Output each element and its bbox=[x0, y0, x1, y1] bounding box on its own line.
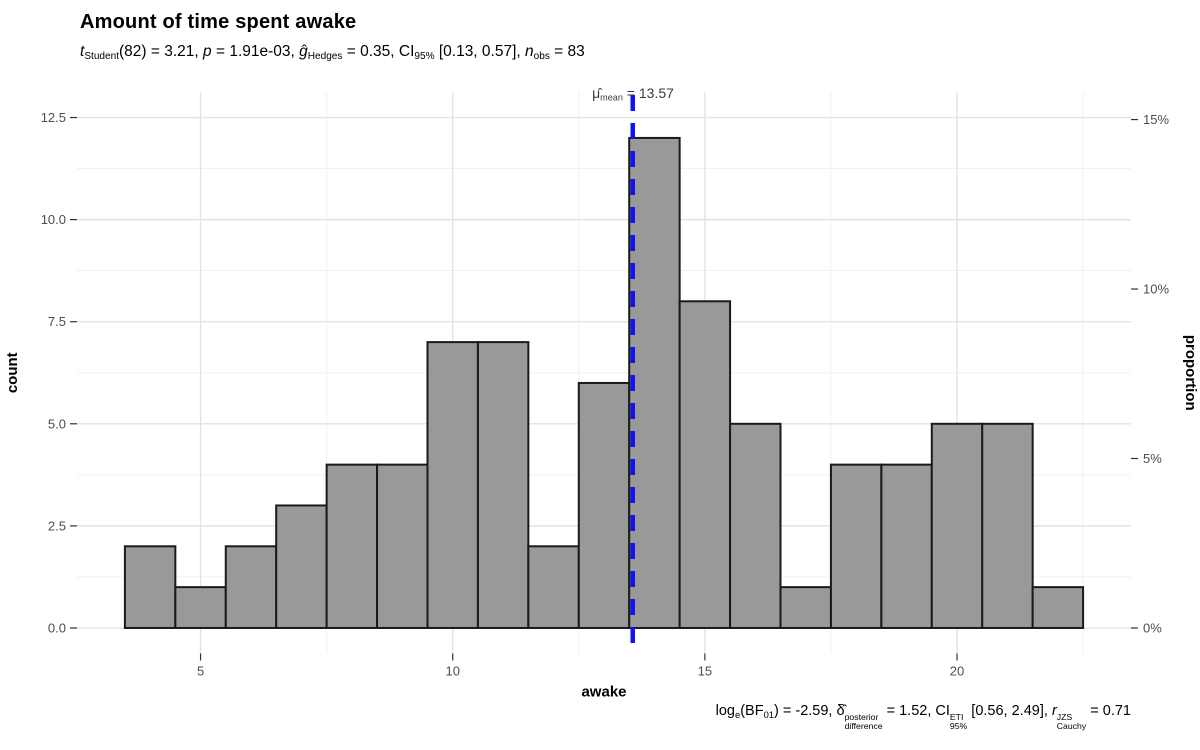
sup-sub-stack: ETI 95% bbox=[949, 711, 968, 731]
histogram-bar bbox=[1031, 586, 1085, 629]
histogram-bar bbox=[880, 463, 933, 629]
y-right-axis-title: proportion bbox=[1182, 335, 1199, 411]
histogram-bar bbox=[426, 341, 479, 629]
x-tick-label: 10 bbox=[445, 664, 459, 679]
y-right-tick-label: 15% bbox=[1143, 112, 1169, 127]
histogram-bar bbox=[981, 422, 1034, 629]
y-left-tick-label: 10.0 bbox=[41, 212, 66, 227]
histogram-bar bbox=[678, 300, 732, 629]
x-tick-label: 15 bbox=[698, 664, 712, 679]
histogram-bar bbox=[275, 504, 328, 629]
y-left-tick-label: 0.0 bbox=[48, 620, 66, 635]
y-left-tick-label: 7.5 bbox=[48, 314, 66, 329]
sup-sub-stack: JZS Cauchy bbox=[1056, 711, 1087, 731]
histogram-bar bbox=[779, 586, 832, 629]
mean-line-label: μ̂mean = 13.57 bbox=[592, 85, 674, 103]
y-left-tick-label: 5.0 bbox=[48, 416, 66, 431]
histogram-bar bbox=[527, 545, 580, 629]
histogram-bar bbox=[123, 545, 177, 629]
histogram-bar bbox=[628, 136, 681, 629]
histogram-bar bbox=[829, 463, 883, 629]
y-left-axis-title: count bbox=[4, 352, 21, 393]
y-left-tick-label: 12.5 bbox=[41, 110, 66, 125]
sup-sub-stack: posterior difference bbox=[844, 711, 883, 731]
histogram-bar bbox=[174, 586, 227, 629]
bayes-caption: loge(BF01) = -2.59, δ̂ posterior differenc… bbox=[715, 703, 1131, 731]
histogram-bar bbox=[224, 545, 278, 629]
y-right-tick-label: 0% bbox=[1143, 620, 1162, 635]
x-axis-title: awake bbox=[581, 684, 626, 701]
x-tick-label: 20 bbox=[950, 664, 964, 679]
y-left-tick-label: 2.5 bbox=[48, 518, 66, 533]
page-title: Amount of time spent awake bbox=[80, 11, 357, 33]
y-right-tick-label: 10% bbox=[1143, 282, 1169, 297]
stats-subtitle: tStudent(82) = 3.21, p = 1.91e-03, ĝHedg… bbox=[80, 43, 585, 63]
histogram-bar bbox=[930, 422, 984, 629]
histogram-bar bbox=[729, 422, 782, 629]
histogram-bar bbox=[577, 381, 631, 629]
histogram-bar bbox=[476, 341, 530, 629]
x-tick-label: 5 bbox=[197, 664, 204, 679]
histogram-bar bbox=[376, 463, 429, 629]
y-right-tick-label: 5% bbox=[1143, 451, 1162, 466]
histogram-bar bbox=[325, 463, 379, 629]
